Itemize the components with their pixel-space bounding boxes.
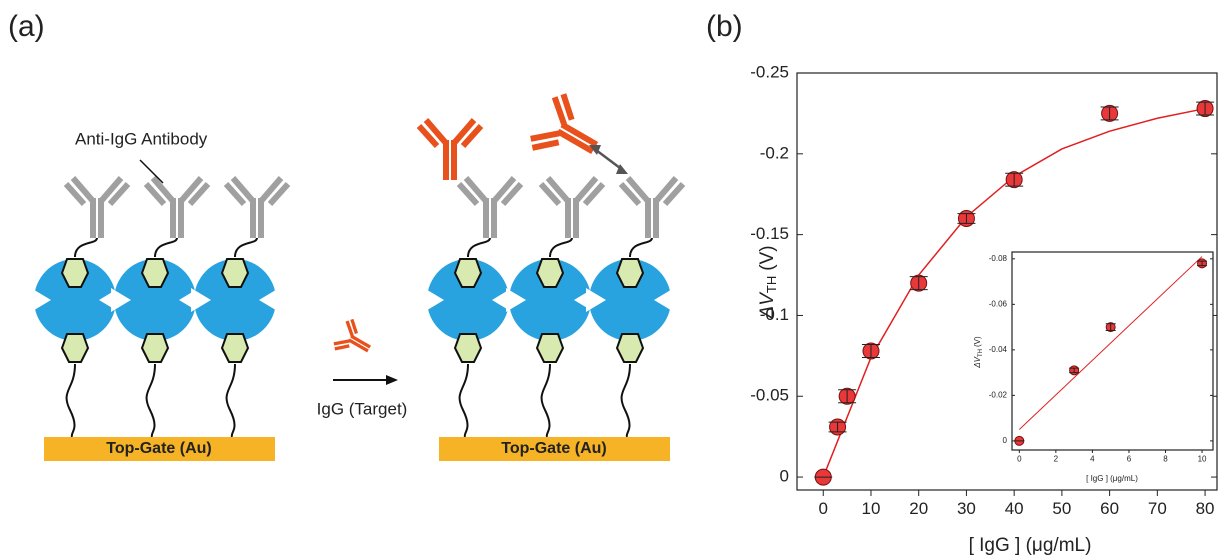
- y-tick-label: -0.08: [989, 254, 1008, 263]
- y-tick-label: -0.05: [750, 386, 789, 405]
- y-label-sub: TH: [978, 349, 984, 357]
- arrow-head: [386, 375, 398, 385]
- molecules: [31, 259, 674, 362]
- x-tick-label: 30: [957, 499, 976, 518]
- x-tick-label: 2: [1054, 455, 1059, 464]
- y-label-symbol: ΔV: [973, 356, 982, 368]
- x-tick-label: 6: [1127, 455, 1132, 464]
- inset-y-axis-label: ΔVTH (V): [973, 336, 983, 369]
- figure: (a) (b) Anti-IgG Antibody Top-Gate (Au) …: [0, 0, 1219, 559]
- x-tick-label: 70: [1148, 499, 1167, 518]
- x-tick-label: 8: [1163, 455, 1168, 464]
- x-axis-label: [ IgG ] (μg/mL): [969, 535, 1092, 556]
- y-label-unit: (V): [757, 245, 778, 270]
- antibody-label: Anti-IgG Antibody: [75, 129, 208, 148]
- y-tick-label: 0: [1003, 436, 1008, 445]
- x-tick-label: 20: [909, 499, 928, 518]
- y-tick-label: -0.2: [760, 143, 789, 162]
- x-tick-label: 10: [862, 499, 881, 518]
- antibodies: [66, 178, 683, 238]
- bound-target: [419, 91, 610, 180]
- target-icon: [332, 318, 378, 364]
- inset-x-axis-label: [ IgG ] (μg/mL): [1086, 474, 1138, 483]
- x-tick-label: 4: [1090, 455, 1095, 464]
- page: {"panel_labels": ["(a)", "(b)"], "diagra…: [0, 0, 1219, 559]
- y-tick-label: -0.15: [750, 224, 789, 243]
- y-tick-label: -0.04: [989, 345, 1008, 354]
- x-tick-label: 40: [1005, 499, 1024, 518]
- y-tick-label: 0: [780, 467, 789, 486]
- binding-arrow: [589, 145, 628, 174]
- panel-label: (b): [706, 10, 743, 43]
- y-tick-label: -0.06: [989, 299, 1008, 308]
- x-tick-label: 60: [1100, 499, 1119, 518]
- y-tick-label: -0.1: [760, 305, 789, 324]
- panel-label: (a): [8, 10, 45, 43]
- x-tick-label: 0: [819, 499, 828, 518]
- y-label-unit: (V): [973, 336, 982, 347]
- x-tick-label: 80: [1196, 499, 1215, 518]
- target-label: IgG (Target): [317, 399, 408, 418]
- y-tick-label: -0.25: [750, 62, 789, 81]
- plot-frame: [1012, 252, 1213, 450]
- gate-label: Top-Gate (Au): [106, 440, 211, 457]
- x-tick-label: 0: [1017, 455, 1022, 464]
- x-tick-label: 10: [1198, 455, 1207, 464]
- y-label-sub: TH: [764, 276, 779, 293]
- x-tick-label: 50: [1052, 499, 1071, 518]
- y-tick-label: -0.02: [989, 390, 1008, 399]
- gate-label: Top-Gate (Au): [501, 440, 606, 457]
